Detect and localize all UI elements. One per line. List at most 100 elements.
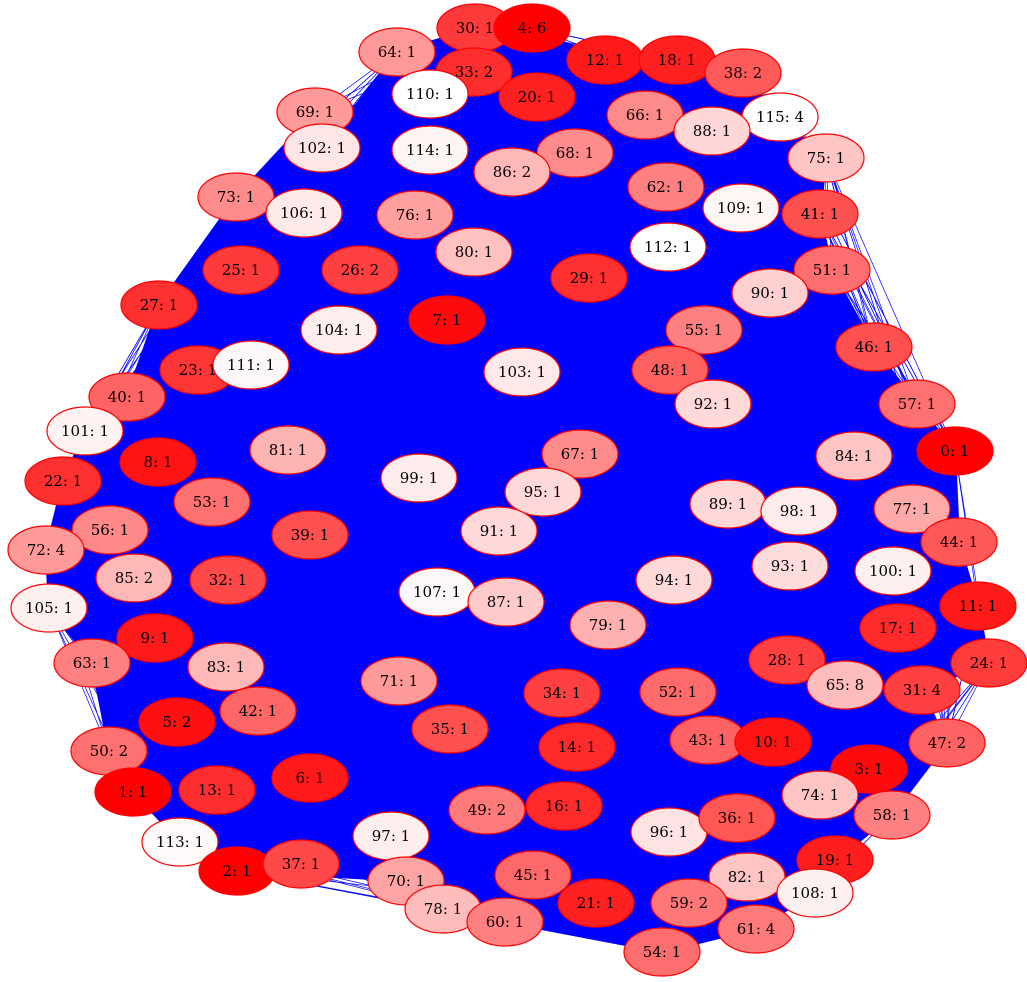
node-31: 31: 4 <box>883 665 961 715</box>
node-ellipse <box>835 322 913 372</box>
node-0: 0: 1 <box>916 426 994 476</box>
node-label: 57: 1 <box>898 395 936 413</box>
edge <box>309 534 709 741</box>
node-ellipse <box>493 3 571 53</box>
node-ellipse <box>116 613 194 663</box>
edge <box>321 147 771 294</box>
edge <box>158 147 323 306</box>
node-label: 56: 1 <box>91 521 129 539</box>
edge <box>669 369 774 743</box>
node-14: 14: 1 <box>538 722 616 772</box>
node-96: 96: 1 <box>630 807 708 857</box>
node-ellipse <box>950 638 1027 688</box>
node-ellipse <box>24 456 102 506</box>
node-ellipse <box>53 638 131 688</box>
node-label: 106: 1 <box>280 204 328 222</box>
node-label: 76: 1 <box>396 206 434 224</box>
node-29: 29: 1 <box>550 253 628 303</box>
node-67: 67: 1 <box>541 429 619 479</box>
node-109: 109: 1 <box>702 183 780 233</box>
node-26: 26: 2 <box>321 245 399 295</box>
node-ellipse <box>708 852 786 902</box>
edge <box>179 666 227 843</box>
edge <box>449 728 670 833</box>
edge <box>235 196 956 452</box>
node-label: 77: 1 <box>893 500 931 518</box>
node-label: 43: 1 <box>689 731 727 749</box>
node-64: 64: 1 <box>358 27 436 77</box>
node-label: 54: 1 <box>643 943 681 961</box>
edge <box>240 269 400 682</box>
node-label: 97: 1 <box>372 827 410 845</box>
node-label: 19: 1 <box>816 851 854 869</box>
edge <box>300 246 669 865</box>
node-ellipse <box>787 133 865 183</box>
edge <box>449 728 836 861</box>
node-ellipse <box>569 600 647 650</box>
node-ellipse <box>878 379 956 429</box>
node-label: 32: 1 <box>209 571 247 589</box>
node-86: 86: 2 <box>473 147 551 197</box>
node-label: 30: 1 <box>456 19 494 37</box>
node-65: 65: 8 <box>806 660 884 710</box>
node-ellipse <box>391 69 469 119</box>
node-ellipse <box>411 704 489 754</box>
node-label: 49: 2 <box>468 801 506 819</box>
node-ellipse <box>698 793 776 843</box>
node-ellipse <box>939 581 1017 631</box>
node-ellipse <box>734 717 812 767</box>
node-ellipse <box>916 426 994 476</box>
edge <box>157 461 544 493</box>
node-label: 105: 1 <box>25 599 73 617</box>
edge <box>176 721 690 904</box>
node-ellipse <box>859 603 937 653</box>
node-ellipse <box>665 305 743 355</box>
edge <box>321 147 893 816</box>
node-label: 103: 1 <box>498 363 546 381</box>
node-58: 58: 1 <box>853 790 931 840</box>
node-ellipse <box>189 555 267 605</box>
edge <box>211 329 340 503</box>
edge <box>667 246 800 512</box>
node-ellipse <box>197 172 275 222</box>
node-ellipse <box>650 878 728 928</box>
node-label: 20: 1 <box>518 88 556 106</box>
edge <box>227 579 757 930</box>
node-85: 85: 2 <box>95 553 173 603</box>
edge <box>197 149 431 371</box>
node-ellipse <box>219 686 297 736</box>
edge <box>176 721 534 876</box>
edge <box>157 152 576 463</box>
node-label: 14: 1 <box>558 738 596 756</box>
node-ellipse <box>448 785 526 835</box>
edge <box>250 364 507 603</box>
edge <box>227 579 563 694</box>
node-label: 114: 1 <box>406 141 454 159</box>
node-55: 55: 1 <box>665 305 743 355</box>
node-25: 25: 1 <box>202 245 280 295</box>
node-ellipse <box>300 305 378 355</box>
node-12: 12: 1 <box>566 35 644 85</box>
edge <box>133 577 757 930</box>
edge <box>45 213 821 551</box>
node-2: 2: 1 <box>198 846 276 896</box>
node-ellipse <box>523 668 601 718</box>
node-label: 21: 1 <box>577 894 615 912</box>
node-label: 36: 1 <box>718 809 756 827</box>
edge <box>91 662 565 807</box>
node-80: 80: 1 <box>435 227 513 277</box>
node-28: 28: 1 <box>748 635 826 685</box>
node-label: 67: 1 <box>561 445 599 463</box>
edge <box>91 304 160 664</box>
node-ellipse <box>781 189 859 239</box>
node-ellipse <box>538 722 616 772</box>
node-label: 74: 1 <box>801 786 839 804</box>
node-52: 52: 1 <box>639 667 717 717</box>
edge <box>225 319 448 668</box>
node-label: 35: 1 <box>431 720 469 738</box>
edge <box>236 689 923 872</box>
node-11: 11: 1 <box>939 581 1017 631</box>
edge <box>257 130 713 712</box>
node-ellipse <box>627 162 705 212</box>
edge <box>359 186 667 271</box>
